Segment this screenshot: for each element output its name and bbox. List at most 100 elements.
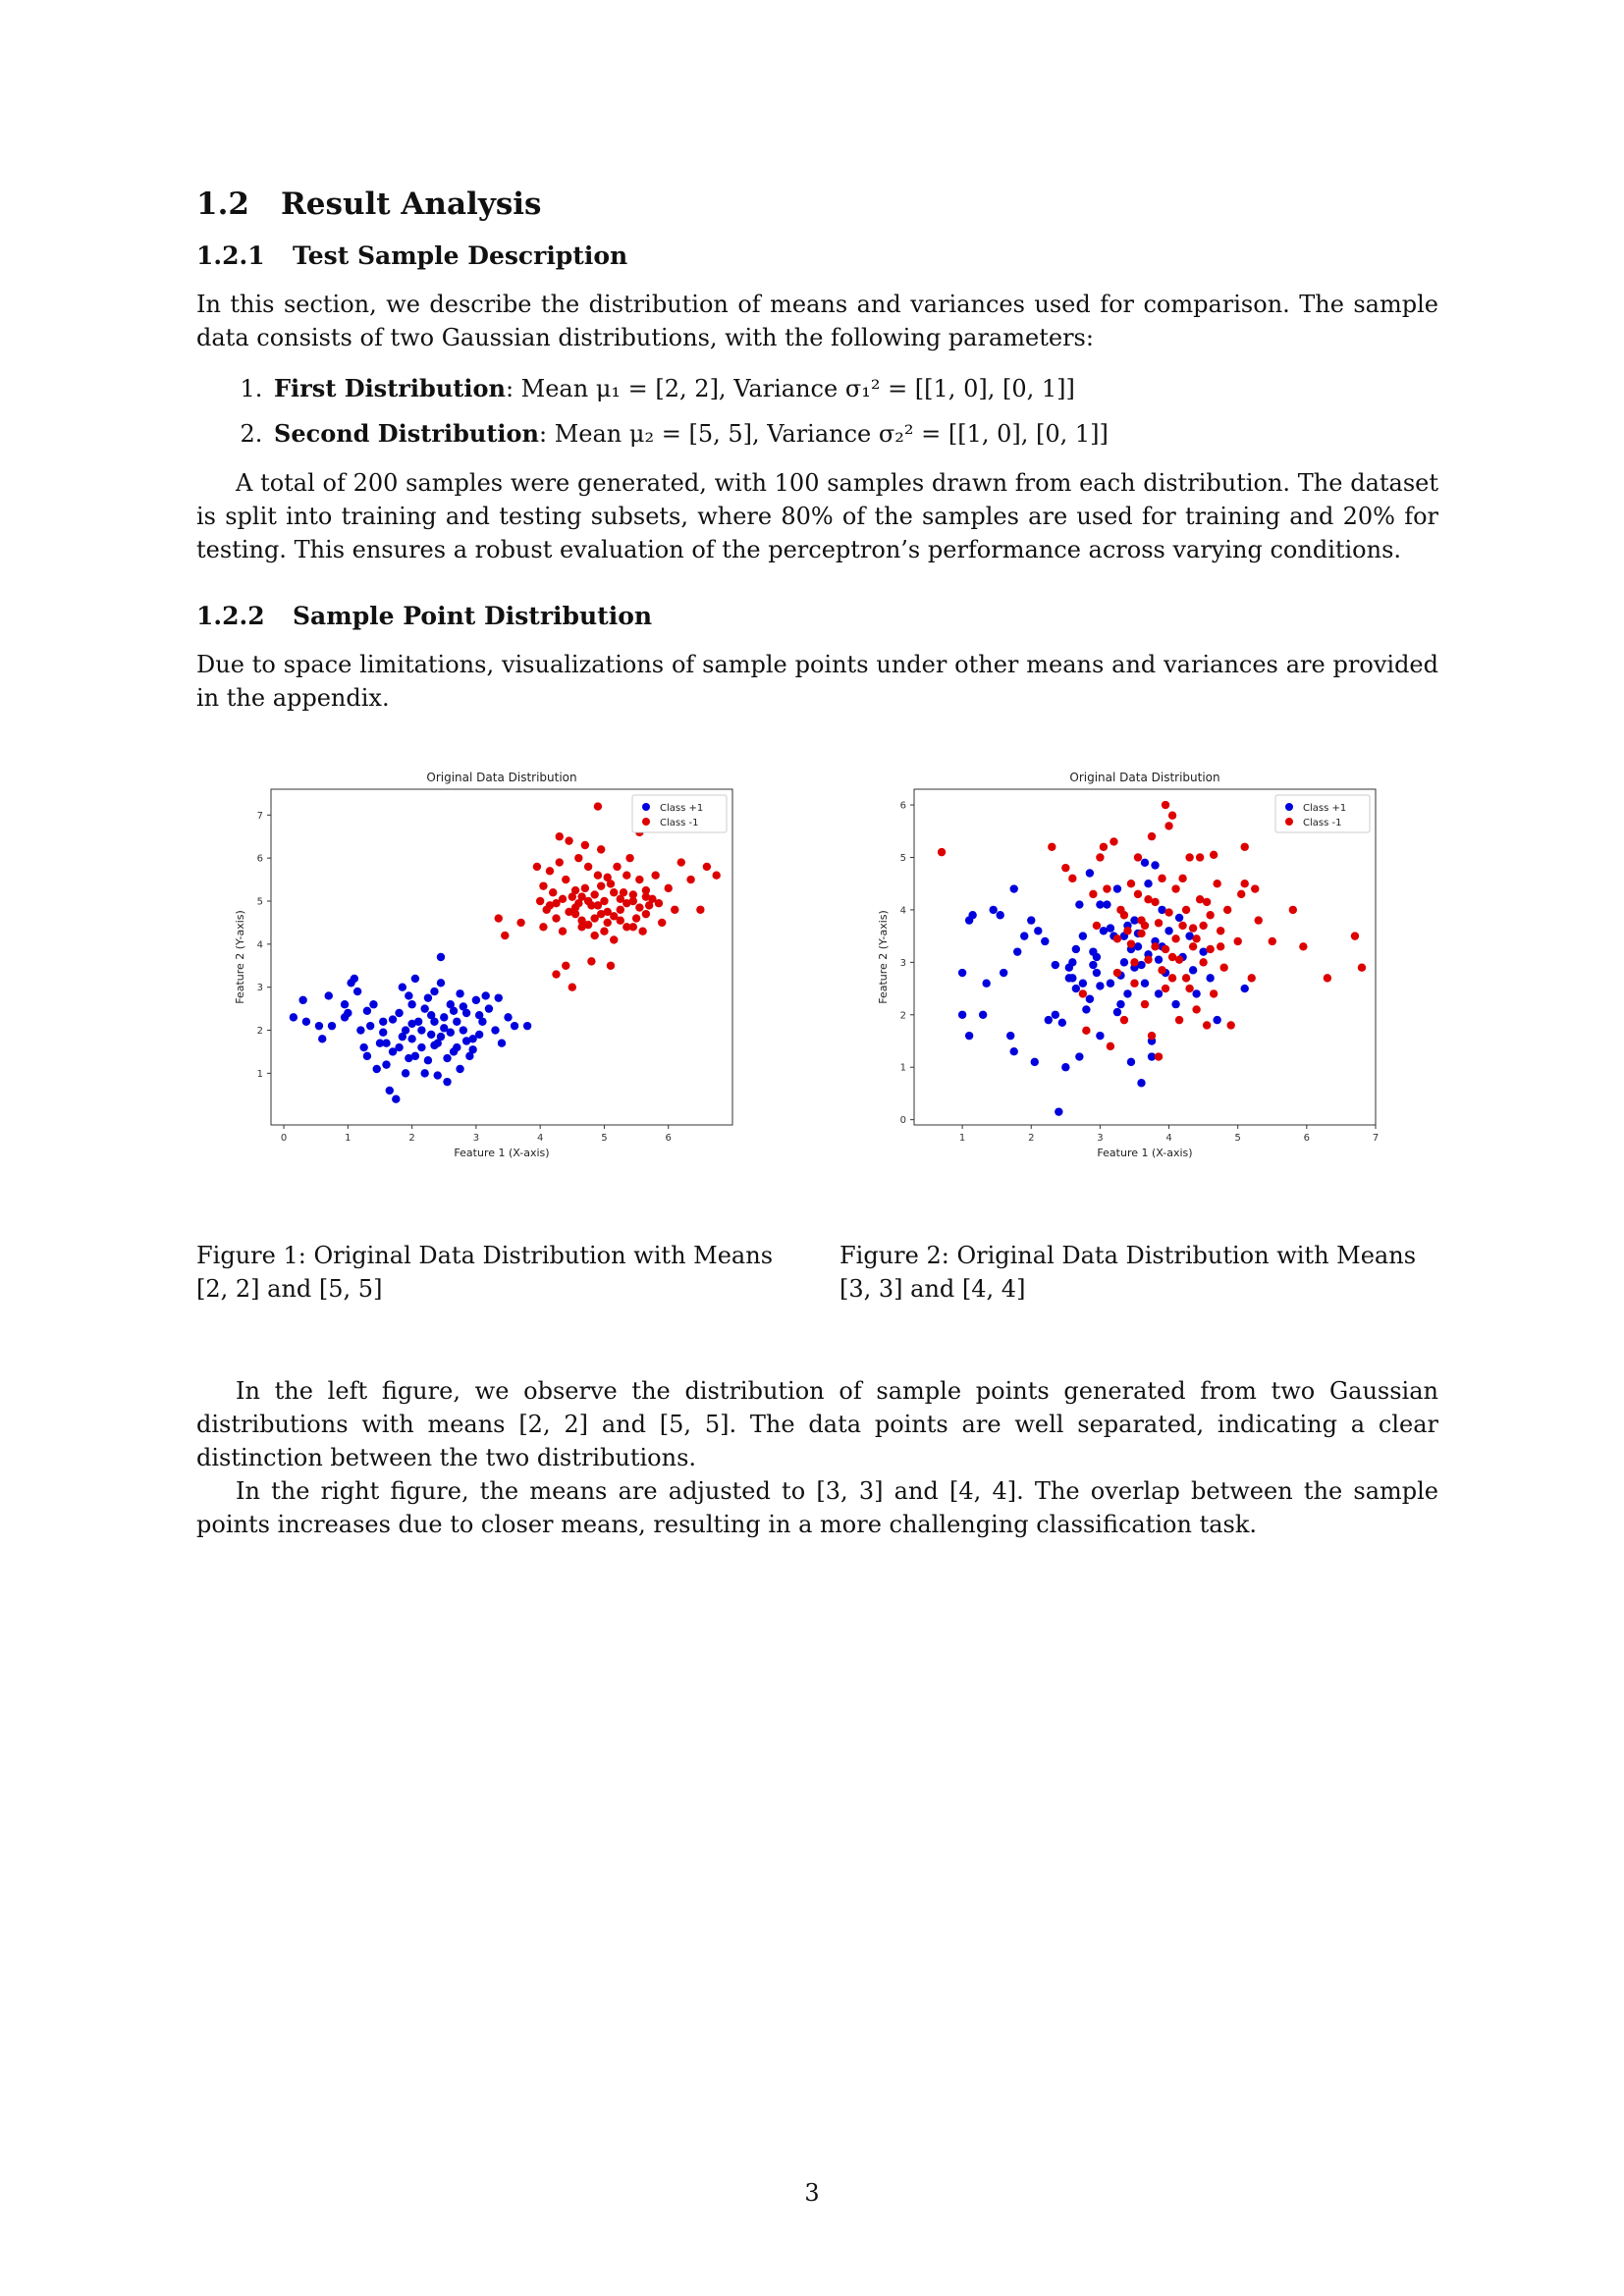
- data-point: [1216, 942, 1225, 951]
- data-point: [1171, 884, 1180, 893]
- data-point: [327, 1021, 337, 1031]
- data-point: [535, 896, 545, 906]
- x-tick-label: 2: [1028, 1133, 1034, 1144]
- data-point: [362, 1051, 372, 1061]
- data-point: [440, 1013, 449, 1022]
- data-point: [712, 871, 721, 880]
- data-point: [1089, 889, 1098, 899]
- data-point: [423, 1056, 433, 1065]
- data-point: [410, 974, 420, 984]
- data-point: [392, 1095, 401, 1103]
- data-point: [1126, 939, 1136, 948]
- data-point: [456, 1064, 464, 1074]
- figure-1: Original Data Distribution 0 1 2 3 4 5 6 1 2 3 4 5 6 7…: [196, 760, 805, 1306]
- data-point: [471, 995, 481, 1005]
- data-point: [570, 903, 580, 912]
- data-point: [1027, 916, 1036, 925]
- data-point: [340, 1013, 350, 1022]
- data-point: [1085, 869, 1095, 878]
- data-point: [501, 931, 510, 940]
- data-point: [522, 1021, 532, 1031]
- paragraph-samples: A total of 200 samples were generated, w…: [196, 469, 1438, 563]
- data-point: [413, 1017, 423, 1026]
- data-point: [1151, 942, 1160, 951]
- data-point: [1123, 989, 1132, 998]
- data-point: [1174, 955, 1184, 964]
- data-point: [1075, 900, 1084, 909]
- data-point: [314, 1021, 324, 1031]
- data-point: [1247, 974, 1256, 983]
- data-point: [449, 1006, 459, 1016]
- data-point: [456, 989, 464, 998]
- data-point: [1099, 927, 1109, 935]
- legend-box: [1274, 794, 1371, 833]
- data-point: [398, 983, 407, 991]
- data-point: [407, 1019, 416, 1029]
- data-point: [1199, 921, 1208, 931]
- data-point: [1147, 1052, 1157, 1061]
- y-tick-label: 0: [900, 1115, 906, 1126]
- data-point: [443, 1077, 452, 1087]
- data-point: [1020, 932, 1029, 940]
- data-point: [596, 881, 606, 890]
- data-point: [1071, 944, 1081, 954]
- data-point: [616, 905, 624, 914]
- data-point: [1071, 984, 1081, 993]
- data-point: [657, 918, 667, 928]
- data-point: [395, 1008, 404, 1018]
- data-point: [289, 1013, 298, 1022]
- data-point: [440, 1024, 449, 1033]
- data-point: [407, 1000, 416, 1009]
- data-point: [702, 862, 712, 872]
- data-point: [474, 1030, 484, 1040]
- x-axis-label: Feature 1 (X-axis): [454, 1147, 549, 1159]
- data-point: [1288, 905, 1298, 915]
- data-point: [1006, 1031, 1015, 1041]
- data-point: [443, 1053, 452, 1063]
- data-point: [1174, 913, 1184, 923]
- data-point: [590, 931, 599, 940]
- data-point: [461, 1008, 471, 1018]
- data-point: [453, 1042, 461, 1052]
- data-point: [651, 871, 660, 880]
- data-point: [446, 1028, 455, 1037]
- data-point: [1140, 858, 1150, 868]
- paragraph-right-figure: In the right figure, the means are adjus…: [196, 1477, 1438, 1538]
- data-point: [558, 927, 568, 935]
- data-point: [628, 890, 638, 899]
- data-point: [1178, 921, 1187, 931]
- data-point: [577, 923, 586, 932]
- data-point: [401, 1026, 410, 1035]
- y-tick-label: 6: [257, 854, 263, 865]
- y-tick-label: 3: [257, 983, 263, 993]
- data-point: [1199, 958, 1208, 967]
- data-point: [1195, 853, 1205, 862]
- data-point: [1092, 968, 1102, 978]
- data-point: [1158, 905, 1166, 915]
- legend-marker: [1285, 803, 1293, 811]
- data-point: [577, 892, 586, 901]
- data-point: [430, 987, 439, 996]
- data-point: [1133, 889, 1143, 899]
- data-point: [568, 983, 577, 991]
- data-point: [1161, 944, 1170, 954]
- data-point: [562, 961, 570, 970]
- list-item-text: : Mean μ₁ = [2, 2], Variance σ₁² = [[1, …: [505, 375, 1075, 402]
- data-point: [494, 993, 503, 1002]
- page-number: 3: [804, 2179, 820, 2207]
- data-point: [398, 1032, 407, 1041]
- data-point: [999, 968, 1008, 978]
- data-point: [610, 912, 619, 921]
- data-point: [1199, 947, 1208, 956]
- data-point: [1009, 1046, 1018, 1056]
- data-point: [580, 883, 590, 893]
- data-point: [623, 923, 631, 932]
- data-point: [1051, 960, 1060, 970]
- subsection-title-1: Test Sample Description: [293, 241, 628, 270]
- data-point: [565, 907, 573, 917]
- paragraph-intro: In this section, we describe the distrib…: [196, 291, 1438, 351]
- subsection-heading-1: 1.2.1 Test Sample Description: [196, 241, 1438, 270]
- data-point: [671, 905, 679, 914]
- y-tick-label: 6: [900, 801, 906, 812]
- data-point: [539, 923, 548, 932]
